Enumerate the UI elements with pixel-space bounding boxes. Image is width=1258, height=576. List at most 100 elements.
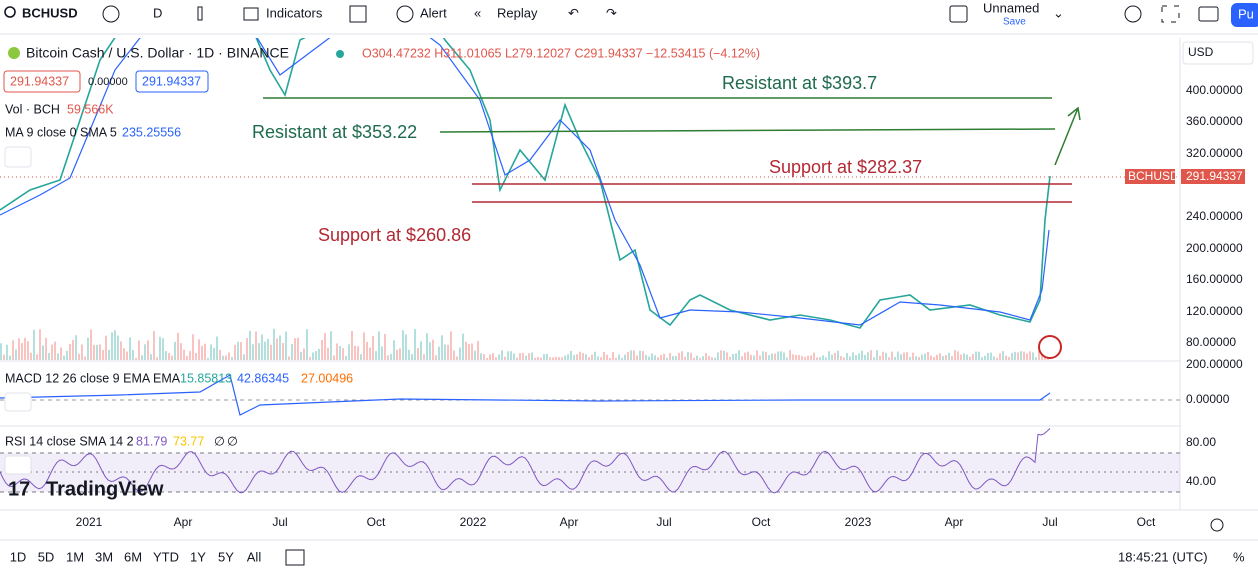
volume-bar xyxy=(744,352,746,360)
range-button[interactable]: 6M xyxy=(124,549,142,564)
range-button[interactable]: 3M xyxy=(95,549,113,564)
volume-bar xyxy=(900,354,902,360)
undo[interactable]: ↶ xyxy=(568,5,579,20)
collapse-button[interactable] xyxy=(4,392,32,412)
replay-button[interactable]: Replay xyxy=(497,5,538,20)
volume-bar xyxy=(360,354,362,360)
price-axis-label: 360.00000 xyxy=(1186,114,1243,128)
time-axis-label: Jul xyxy=(272,515,287,529)
collapse-button[interactable] xyxy=(4,146,32,168)
volume-bar xyxy=(66,350,68,360)
layout-save[interactable]: Save xyxy=(1003,17,1026,28)
volume-bar xyxy=(705,353,707,360)
volume-bar xyxy=(882,351,884,360)
snapshot-icon[interactable] xyxy=(1198,6,1219,22)
interval[interactable]: D xyxy=(153,5,162,20)
buy-price[interactable]: 291.94337 xyxy=(142,74,201,88)
volume-bar xyxy=(654,355,656,360)
volume-bar xyxy=(678,352,680,360)
search-icon[interactable] xyxy=(4,6,16,18)
volume-bar xyxy=(837,350,839,360)
clock[interactable]: 18:45:21 (UTC) xyxy=(1118,549,1208,564)
volume-bar xyxy=(246,338,248,360)
volume-bar xyxy=(174,341,176,360)
range-button[interactable]: 1D xyxy=(10,549,27,564)
symbol[interactable]: BCHUSD xyxy=(22,5,78,20)
volume-bar xyxy=(603,351,605,360)
sell-price[interactable]: 291.94337 xyxy=(10,74,69,88)
volume-bar xyxy=(186,356,188,360)
currency[interactable]: USD xyxy=(1188,45,1214,59)
range-button[interactable]: 5Y xyxy=(218,549,234,564)
percent-toggle[interactable]: % xyxy=(1233,549,1245,564)
indicators-icon[interactable] xyxy=(243,7,259,21)
volume-bar xyxy=(378,331,380,360)
replay-icon[interactable]: « xyxy=(474,5,481,20)
last-price: 291.94337 xyxy=(1186,169,1243,183)
volume-bar xyxy=(681,351,683,360)
publish-label[interactable]: Pu xyxy=(1238,6,1254,21)
volume-bar xyxy=(234,344,236,360)
volume-bar xyxy=(168,352,170,360)
alert-icon[interactable] xyxy=(396,5,414,23)
range-button[interactable]: YTD xyxy=(153,549,179,564)
time-axis-label: Apr xyxy=(945,515,964,529)
volume-bar xyxy=(672,356,674,360)
layout-name[interactable]: Unnamed xyxy=(983,0,1039,15)
volume-bar xyxy=(219,349,221,360)
alert-button[interactable]: Alert xyxy=(420,5,447,20)
fullscreen-icon[interactable] xyxy=(1161,5,1180,23)
collapse-button[interactable] xyxy=(4,455,32,475)
range-button[interactable]: 5D xyxy=(38,549,55,564)
volume-bar xyxy=(975,351,977,360)
volume-bar xyxy=(357,346,359,360)
range-button[interactable]: 1Y xyxy=(190,549,206,564)
volume-bar xyxy=(336,343,338,360)
volume-bar xyxy=(804,356,806,360)
price-axis-label: 160.00000 xyxy=(1186,272,1243,286)
volume-bar xyxy=(102,350,104,360)
volume-bar xyxy=(918,357,920,360)
layout-icon[interactable] xyxy=(949,5,968,23)
range-button[interactable]: All xyxy=(247,549,262,564)
volume-bar xyxy=(237,341,239,360)
volume-bar xyxy=(1032,352,1034,360)
chart-type-icon[interactable] xyxy=(197,6,203,21)
redo[interactable]: ↷ xyxy=(606,5,617,20)
volume-bar xyxy=(135,357,137,360)
volume-bar xyxy=(588,357,590,360)
volume-bar xyxy=(480,353,482,360)
sell-button[interactable] xyxy=(3,70,81,93)
volume-bar xyxy=(945,355,947,360)
volume-bar xyxy=(345,356,347,360)
event-icon[interactable] xyxy=(1038,335,1062,359)
volume-bar xyxy=(63,355,65,360)
volume-bar xyxy=(903,352,905,360)
volume-bar xyxy=(621,357,623,360)
axis-settings[interactable] xyxy=(1210,518,1224,532)
volume-bar xyxy=(735,353,737,360)
templates-icon[interactable] xyxy=(349,5,367,23)
layout-menu[interactable]: ⌄ xyxy=(1053,5,1064,20)
volume-bar xyxy=(849,356,851,360)
buy-button[interactable] xyxy=(135,70,209,93)
volume-bar xyxy=(927,351,929,360)
volume-bar xyxy=(42,345,44,360)
volume-bar xyxy=(1038,350,1040,360)
settings-icon[interactable] xyxy=(1124,5,1142,23)
volume-bar xyxy=(573,355,575,360)
volume-value: 59.566K xyxy=(67,102,114,116)
volume-bar xyxy=(951,356,953,360)
compare-icon[interactable] xyxy=(102,5,120,23)
range-button[interactable]: 1M xyxy=(66,549,84,564)
rsi-axis-label: 80.00 xyxy=(1186,435,1216,449)
date-range-icon[interactable] xyxy=(285,549,305,566)
volume-bar xyxy=(45,337,47,360)
volume-bar xyxy=(423,354,425,360)
currency-select[interactable] xyxy=(1182,41,1254,65)
volume-bar xyxy=(387,355,389,360)
indicators-button[interactable]: Indicators xyxy=(266,5,323,20)
volume-bar xyxy=(18,338,20,360)
volume-bar xyxy=(663,353,665,360)
publish-button[interactable] xyxy=(1231,3,1258,27)
